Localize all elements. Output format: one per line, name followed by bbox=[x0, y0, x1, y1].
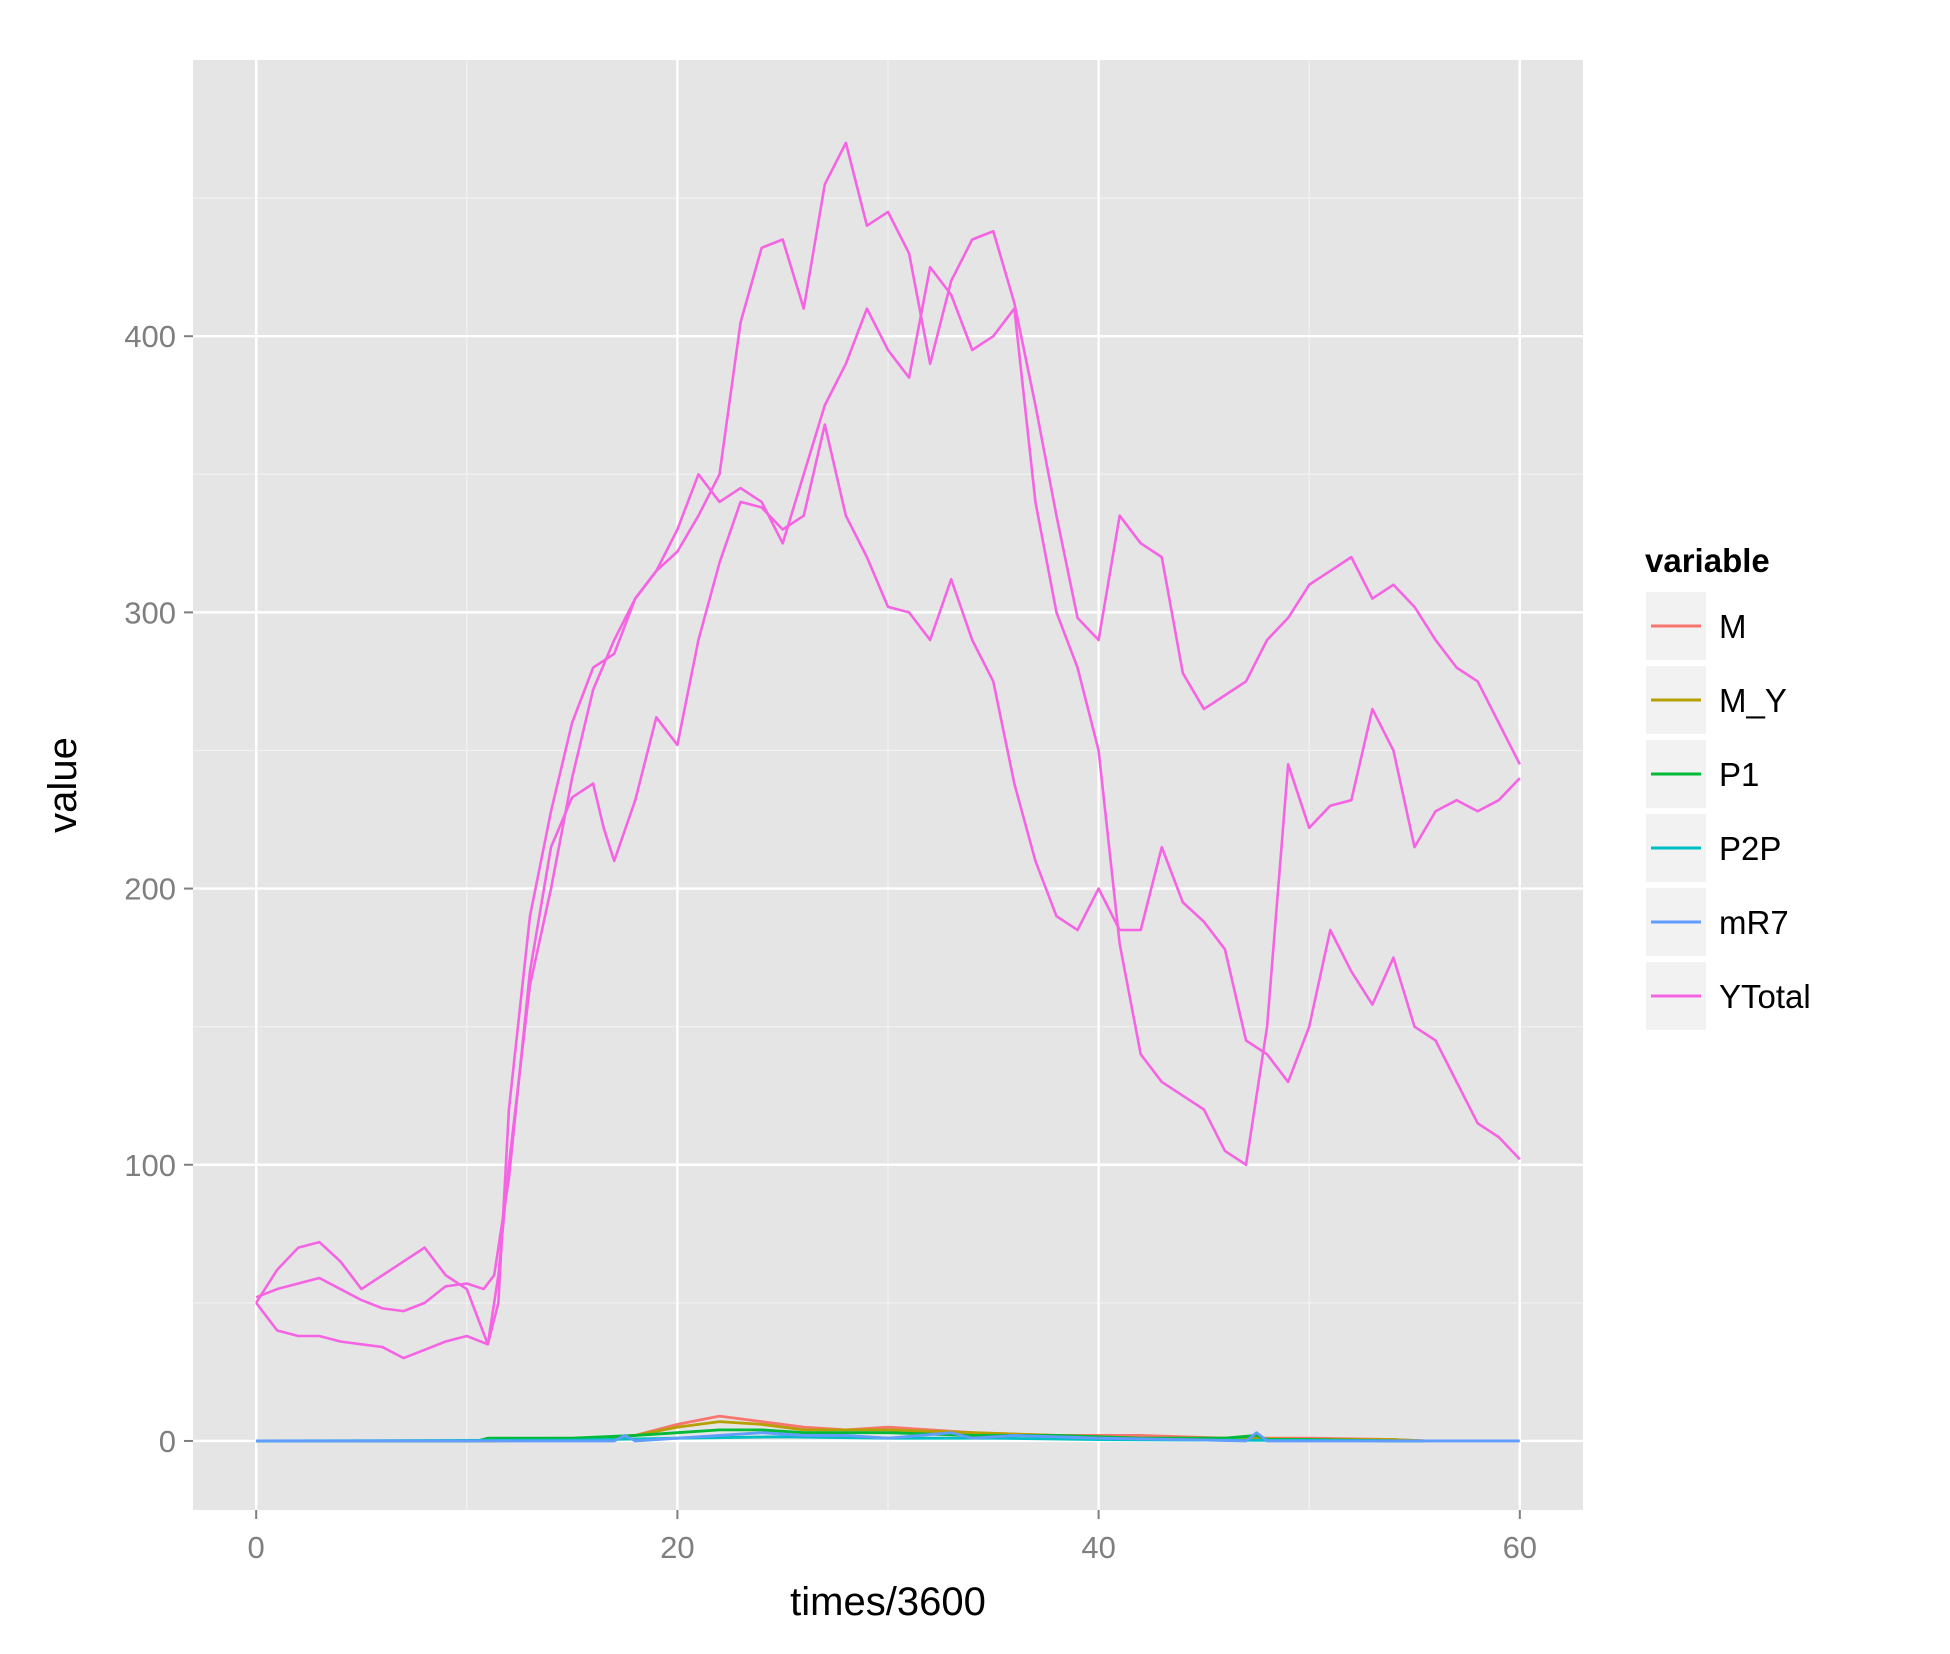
series-line-mr7 bbox=[256, 1431, 1520, 1443]
legend-title: variable bbox=[1645, 542, 1770, 579]
legend-label-m-y: M_Y bbox=[1719, 682, 1787, 719]
series-line-ytotal bbox=[255, 265, 1521, 1346]
series-line-ytotal bbox=[255, 423, 1521, 1313]
x-tick-label: 20 bbox=[660, 1530, 694, 1565]
axes: 0 20 40 60 0 100 200 300 400 bbox=[124, 319, 1537, 1565]
grid-major bbox=[193, 60, 1583, 1510]
legend-label-p2p: P2P bbox=[1719, 830, 1781, 867]
y-axis-title: value bbox=[41, 737, 85, 833]
x-axis-title: times/3600 bbox=[790, 1580, 986, 1624]
y-tick-label: 400 bbox=[124, 319, 176, 354]
legend-label-ytotal: YTotal bbox=[1719, 978, 1811, 1015]
legend: variable M M_Y P1 P2P mR7 YTotal bbox=[1644, 542, 1811, 1032]
y-tick-label: 300 bbox=[124, 595, 176, 630]
y-tick-label: 0 bbox=[159, 1424, 176, 1459]
x-tick-label: 40 bbox=[1081, 1530, 1115, 1565]
y-tick-label: 100 bbox=[124, 1148, 176, 1183]
legend-label-mr7: mR7 bbox=[1719, 904, 1789, 941]
y-tick-label: 200 bbox=[124, 872, 176, 907]
legend-label-m: M bbox=[1719, 608, 1747, 645]
series-line-ytotal bbox=[255, 141, 1521, 1360]
x-tick-label: 60 bbox=[1503, 1530, 1537, 1565]
x-tick-label: 0 bbox=[248, 1530, 265, 1565]
series-layer bbox=[255, 141, 1521, 1443]
legend-label-p1: P1 bbox=[1719, 756, 1759, 793]
series-line-p2p bbox=[256, 1435, 1426, 1443]
